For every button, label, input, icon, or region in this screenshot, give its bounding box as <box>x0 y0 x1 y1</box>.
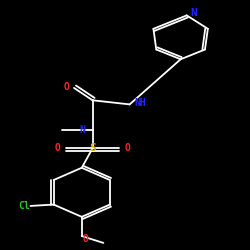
Text: O: O <box>63 82 69 92</box>
Text: N: N <box>190 8 197 18</box>
Text: NH: NH <box>134 98 146 108</box>
Text: N: N <box>80 126 85 136</box>
Text: O: O <box>55 143 60 153</box>
Text: S: S <box>89 143 96 153</box>
Text: O: O <box>82 234 88 244</box>
Text: Cl: Cl <box>18 201 30 211</box>
Text: O: O <box>124 143 130 153</box>
